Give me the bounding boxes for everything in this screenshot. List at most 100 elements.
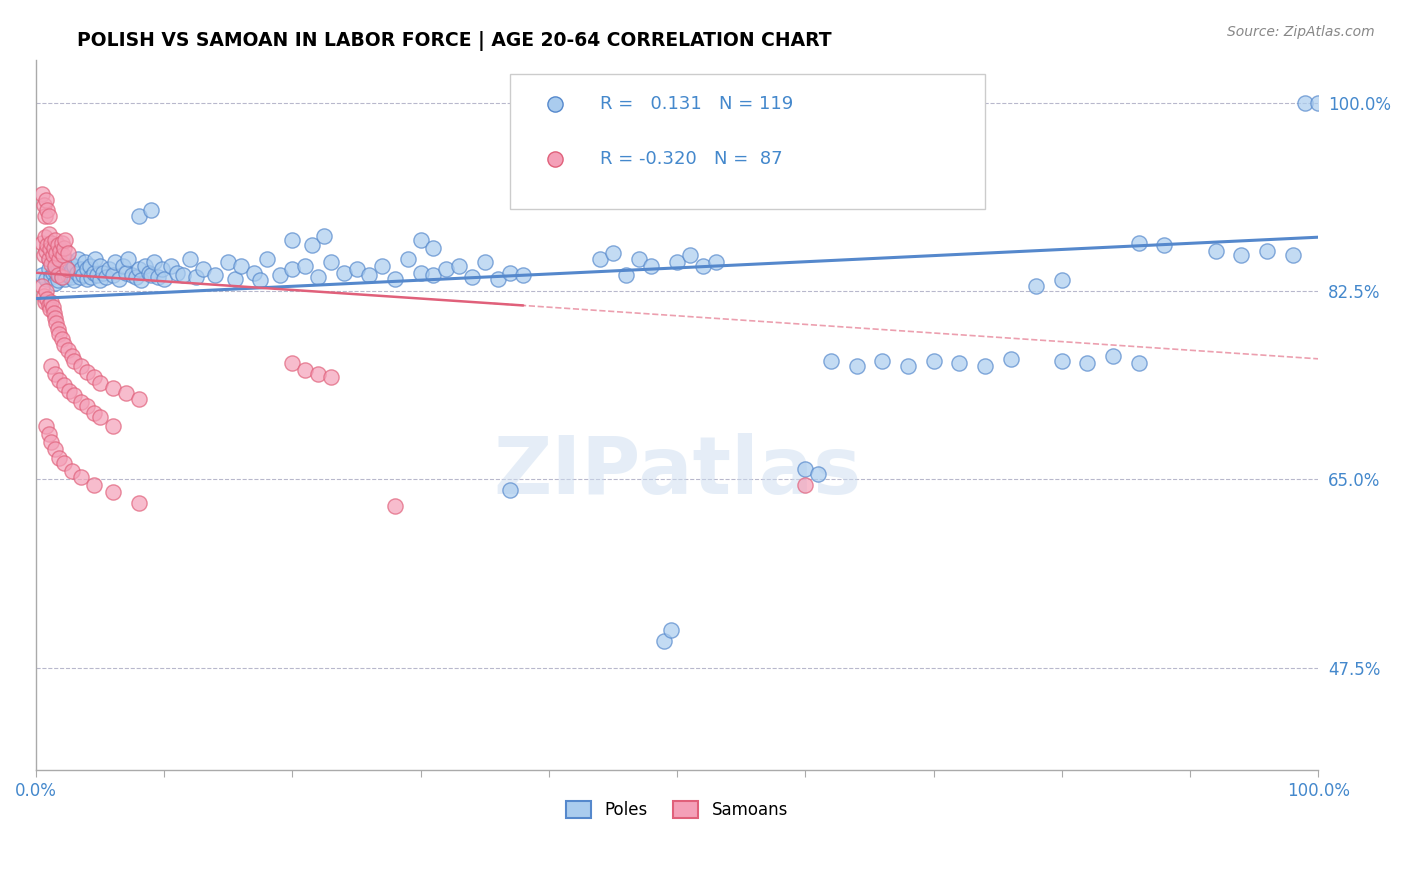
Point [51,333,73,347]
Point [269,268,291,282]
Point [80,270,103,285]
Point [121,268,143,282]
Point [217,255,239,269]
Point [55,262,77,277]
Point [31,268,53,282]
Point [60,262,83,277]
Point [44,259,66,273]
Point [51,270,73,285]
Point [409,234,432,248]
Point [41,266,63,280]
Point [1050,354,1073,368]
Point [229,259,252,273]
Text: ZIPatlas: ZIPatlas [494,433,862,510]
Text: R = -0.320   N =  87: R = -0.320 N = 87 [600,150,783,168]
Point [76,272,98,286]
Point [55,272,77,286]
Point [83,266,105,280]
Point [63,259,86,273]
Point [659,623,682,637]
Point [44,310,66,325]
Point [44,263,66,277]
Point [474,255,496,269]
Point [83,477,105,491]
Point [449,259,471,273]
Point [38,298,60,312]
Point [256,252,278,266]
Point [704,255,727,269]
Point [544,245,567,260]
Point [602,246,624,260]
Point [58,384,80,398]
Point [83,406,105,420]
Point [35,284,58,298]
Point [146,270,169,285]
Point [48,450,70,465]
Point [422,241,444,255]
Point [1153,237,1175,252]
Point [499,266,522,280]
Point [141,203,163,218]
Point [128,262,150,277]
Point [96,270,118,285]
Point [153,272,176,286]
Point [319,370,342,384]
Point [371,259,394,273]
Point [1256,244,1278,259]
Point [35,418,58,433]
Point [141,268,163,282]
Point [872,354,894,368]
Point [142,255,165,269]
Point [104,255,127,269]
Point [53,338,76,352]
Point [46,259,69,273]
Point [114,266,136,280]
Point [51,235,73,250]
Point [39,302,62,317]
Point [948,356,970,370]
Point [63,354,86,368]
Point [58,255,80,269]
Point [35,244,58,259]
Point [38,209,60,223]
Point [31,278,53,293]
Point [1102,349,1125,363]
Point [224,272,246,286]
Point [294,259,316,273]
Point [41,294,63,309]
Point [384,500,406,514]
Point [41,300,63,314]
Point [56,246,79,260]
Point [76,365,98,379]
Point [922,354,945,368]
Point [41,257,63,271]
Point [640,259,662,273]
Point [396,252,419,266]
Point [1050,273,1073,287]
Point [1128,356,1150,370]
Point [1281,248,1303,262]
Point [101,268,124,282]
Point [45,316,67,330]
Point [666,255,689,269]
Point [49,244,72,259]
Point [72,268,94,282]
Point [129,273,152,287]
Point [73,255,96,269]
Point [319,255,342,269]
Point [56,343,79,358]
Point [243,266,266,280]
Point [37,203,59,218]
Point [91,266,114,280]
Point [499,483,522,497]
Point [204,268,226,282]
Point [281,234,304,248]
Point [46,273,69,287]
Point [31,187,53,202]
Point [1000,351,1022,366]
Point [53,266,76,280]
Point [134,259,156,273]
Point [46,237,69,252]
Point [249,273,271,287]
Point [55,259,77,273]
